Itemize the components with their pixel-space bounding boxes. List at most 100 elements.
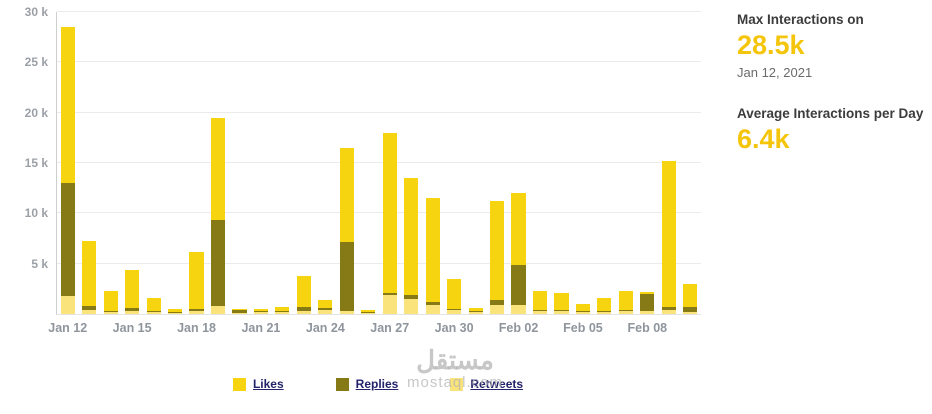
bar-segment-retweets[interactable] bbox=[318, 309, 333, 314]
bar-segment-replies[interactable] bbox=[146, 311, 161, 312]
bar-segment-retweets[interactable] bbox=[296, 310, 311, 314]
bar-segment-replies[interactable] bbox=[103, 311, 118, 312]
bar-segment-likes[interactable] bbox=[382, 132, 397, 293]
bar-segment-replies[interactable] bbox=[382, 292, 397, 295]
bar-segment-retweets[interactable] bbox=[210, 305, 226, 314]
bar-segment-retweets[interactable] bbox=[447, 309, 462, 314]
bar-segment-replies[interactable] bbox=[60, 183, 75, 296]
bar-segment-retweets[interactable] bbox=[382, 294, 397, 314]
bar-segment-retweets[interactable] bbox=[661, 309, 676, 314]
bar-segment-likes[interactable] bbox=[318, 299, 333, 308]
bar-segment-replies[interactable] bbox=[167, 312, 183, 313]
bar-segment-retweets[interactable] bbox=[189, 310, 204, 314]
bar-segment-retweets[interactable] bbox=[425, 304, 440, 314]
x-axis-tick-label: Jan 12 bbox=[48, 321, 88, 335]
bar-segment-likes[interactable] bbox=[296, 275, 311, 307]
bar-segment-replies[interactable] bbox=[296, 306, 311, 311]
y-axis-tick-label: 5 k bbox=[31, 256, 48, 271]
bar-segment-replies[interactable] bbox=[189, 308, 204, 311]
max-interactions-value: 28.5k bbox=[737, 30, 805, 60]
gridline bbox=[57, 11, 701, 12]
bar-segment-likes[interactable] bbox=[253, 308, 268, 311]
bar-segment-likes[interactable] bbox=[146, 297, 161, 311]
bar-segment-likes[interactable] bbox=[425, 198, 440, 302]
bar-segment-retweets[interactable] bbox=[511, 304, 526, 314]
bar-segment-likes[interactable] bbox=[103, 290, 118, 311]
bar-segment-likes[interactable] bbox=[597, 297, 612, 311]
bar-segment-replies[interactable] bbox=[554, 309, 569, 311]
bar-segment-replies[interactable] bbox=[532, 309, 548, 311]
bar-segment-likes[interactable] bbox=[618, 290, 633, 310]
bar-segment-replies[interactable] bbox=[597, 311, 612, 312]
bar-segment-replies[interactable] bbox=[404, 294, 419, 299]
bar-segment-replies[interactable] bbox=[232, 309, 247, 313]
avg-interactions-block: Average Interactions per Day 6.4k bbox=[737, 106, 927, 155]
bar-segment-retweets[interactable] bbox=[339, 310, 354, 314]
bar-segment-likes[interactable] bbox=[339, 147, 354, 242]
bar-segment-replies[interactable] bbox=[640, 293, 655, 311]
bar-segment-retweets[interactable] bbox=[683, 312, 698, 314]
bar-segment-retweets[interactable] bbox=[532, 310, 548, 314]
bar-segment-retweets[interactable] bbox=[275, 312, 290, 314]
legend-swatch-retweets bbox=[450, 377, 464, 391]
bar-segment-replies[interactable] bbox=[468, 311, 483, 312]
bar-segment-likes[interactable] bbox=[82, 240, 97, 306]
bar-segment-replies[interactable] bbox=[575, 311, 590, 312]
bar-segment-retweets[interactable] bbox=[361, 313, 376, 314]
bar-segment-likes[interactable] bbox=[468, 307, 483, 311]
bar-segment-replies[interactable] bbox=[253, 311, 268, 312]
bar-segment-retweets[interactable] bbox=[404, 298, 419, 314]
bar-segment-retweets[interactable] bbox=[82, 309, 97, 314]
bar-segment-likes[interactable] bbox=[489, 201, 505, 300]
bar-segment-retweets[interactable] bbox=[103, 312, 118, 314]
bar-segment-likes[interactable] bbox=[275, 306, 290, 311]
bar-segment-replies[interactable] bbox=[339, 241, 354, 311]
bar-segment-replies[interactable] bbox=[275, 311, 290, 312]
bar-segment-retweets[interactable] bbox=[232, 313, 247, 314]
bar-segment-retweets[interactable] bbox=[554, 310, 569, 314]
bar-segment-retweets[interactable] bbox=[489, 304, 505, 314]
bar-segment-retweets[interactable] bbox=[146, 312, 161, 314]
bar-segment-likes[interactable] bbox=[404, 178, 419, 295]
bar-segment-replies[interactable] bbox=[318, 307, 333, 310]
bar-segment-replies[interactable] bbox=[661, 306, 676, 310]
bar-segment-retweets[interactable] bbox=[618, 310, 633, 314]
bar-segment-likes[interactable] bbox=[210, 117, 226, 221]
bar-segment-replies[interactable] bbox=[618, 309, 633, 311]
bar-segment-likes[interactable] bbox=[60, 27, 75, 184]
bar-segment-likes[interactable] bbox=[532, 290, 548, 310]
bar-segment-replies[interactable] bbox=[210, 220, 226, 306]
bar-segment-likes[interactable] bbox=[640, 291, 655, 294]
bar-segment-likes[interactable] bbox=[447, 278, 462, 309]
legend-label-retweets: Retweets bbox=[470, 377, 524, 391]
bar-segment-likes[interactable] bbox=[125, 269, 140, 308]
bar-segment-likes[interactable] bbox=[361, 310, 376, 312]
bar-segment-likes[interactable] bbox=[167, 308, 183, 312]
bar-segment-likes[interactable] bbox=[189, 251, 204, 309]
bar-segment-retweets[interactable] bbox=[597, 312, 612, 314]
legend-item-retweets[interactable]: Retweets bbox=[450, 377, 523, 391]
bar-segment-likes[interactable] bbox=[661, 161, 676, 307]
legend-item-replies[interactable]: Replies bbox=[335, 377, 398, 391]
bar-segment-replies[interactable] bbox=[361, 312, 376, 313]
legend-item-likes[interactable]: Likes bbox=[232, 377, 284, 391]
bar-segment-likes[interactable] bbox=[232, 308, 247, 310]
bar-segment-replies[interactable] bbox=[82, 305, 97, 310]
bar-segment-retweets[interactable] bbox=[575, 312, 590, 314]
bar-segment-replies[interactable] bbox=[489, 299, 505, 305]
bar-segment-retweets[interactable] bbox=[125, 310, 140, 314]
bar-segment-retweets[interactable] bbox=[640, 310, 655, 314]
bar-segment-likes[interactable] bbox=[683, 283, 698, 307]
bar-segment-retweets[interactable] bbox=[468, 312, 483, 314]
bar-segment-likes[interactable] bbox=[575, 303, 590, 311]
bar-segment-replies[interactable] bbox=[125, 307, 140, 311]
bar-segment-retweets[interactable] bbox=[60, 295, 75, 314]
bar-segment-replies[interactable] bbox=[447, 308, 462, 310]
bar-segment-likes[interactable] bbox=[511, 193, 526, 265]
bar-segment-replies[interactable] bbox=[425, 301, 440, 305]
bar-segment-retweets[interactable] bbox=[253, 312, 268, 314]
bar-segment-retweets[interactable] bbox=[167, 313, 183, 314]
bar-segment-replies[interactable] bbox=[511, 264, 526, 305]
bar-segment-likes[interactable] bbox=[554, 292, 569, 310]
bar-segment-replies[interactable] bbox=[683, 306, 698, 312]
